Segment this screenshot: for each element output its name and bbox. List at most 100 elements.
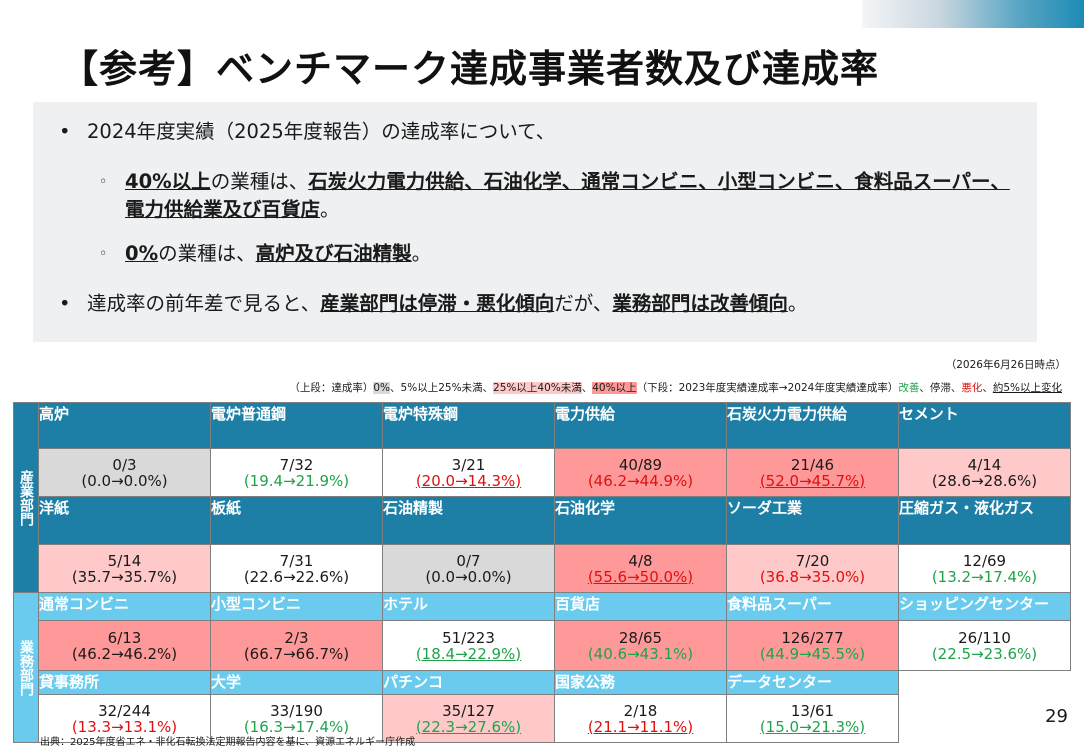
achiever-count: 28/65 (618, 628, 663, 647)
value-row: 32/244 (13.3→13.1%) 33/190 (16.3→17.4%) 35/1… (14, 694, 1071, 743)
category-header: 石油精製 (382, 496, 555, 545)
legend-text: （下段：2023年度実績達成率→2024年度実績達成率） (636, 382, 899, 394)
circle-bullet-icon: ◦ (99, 174, 108, 190)
legend: （上段：達成率）0%、5%以上25%未満、25%以上40%未満、40%以上（下段… (289, 380, 1062, 395)
category-header: 国家公務 (554, 670, 727, 695)
threshold-0: 0% (125, 242, 159, 265)
category-header: データセンター (726, 670, 899, 695)
achiever-count: 6/13 (107, 628, 142, 647)
bullet-1-text: 2024年度実績（2025年度報告）の達成率について、 (87, 120, 556, 143)
page-title: 【参考】ベンチマーク達成事業者数及び達成率 (60, 47, 880, 91)
industry-trend: 産業部門は停滞・悪化傾向 (320, 292, 555, 315)
achiever-count: 35/127 (442, 701, 495, 720)
category-header: 高炉 (38, 402, 211, 449)
text-fragment: 。 (787, 292, 808, 315)
rate-cell: 35/127 (22.3→27.6%) (382, 694, 555, 743)
bullet-1: • 2024年度実績（2025年度報告）の達成率について、 (59, 118, 555, 146)
bullet-2: • 達成率の前年差で見ると、産業部門は停滞・悪化傾向だが、業務部門は改善傾向。 (59, 290, 807, 318)
legend-gray: 0% (373, 382, 391, 394)
sub-bullet-2: ◦ 0%の業種は、高炉及び石油精製。 (99, 240, 1019, 268)
rate-cell: 12/69 (13.2→17.4%) (898, 544, 1071, 593)
rate-change: (13.2→17.4%) (931, 567, 1038, 586)
header-decoration-bar (862, 0, 1084, 28)
threshold-40: 40%以上 (125, 170, 211, 193)
rate-change: (21.1→11.1%) (587, 717, 694, 736)
rate-change: (13.3→13.1%) (71, 717, 178, 736)
category-header: 百貨店 (554, 592, 727, 621)
rate-cell: 6/13 (46.2→46.2%) (38, 620, 211, 671)
category-header: ホテル (382, 592, 555, 621)
rate-change: (44.9→45.5%) (759, 644, 866, 663)
summary-box: • 2024年度実績（2025年度報告）の達成率について、 ◦ 40%以上の業種… (33, 102, 1037, 342)
category-header-row: 洋紙 板紙 石油精製 石油化学 ソーダ工業 圧縮ガス・液化ガス (14, 496, 1071, 545)
rate-change: (35.7→35.7%) (71, 567, 178, 586)
rate-change: (46.2→44.9%) (587, 471, 694, 490)
sub-bullet-1: ◦ 40%以上の業種は、石炭火力電力供給、石油化学、通常コンビニ、小型コンビニ、… (99, 168, 1019, 224)
industries-40-list: 石炭火力電力供給、石油化学、通常コンビニ、小型コンビニ、食料品スーパー、電力供給… (125, 170, 1010, 221)
category-header: 圧縮ガス・液化ガス (898, 496, 1071, 545)
rate-change: (22.6→22.6%) (243, 567, 350, 586)
category-header: 電炉普通鋼 (210, 402, 383, 449)
category-header: 小型コンビニ (210, 592, 383, 621)
category-header (898, 670, 1071, 695)
industries-0-list: 高炉及び石油精製 (255, 242, 412, 265)
category-header: 板紙 (210, 496, 383, 545)
achiever-count: 33/190 (270, 701, 323, 720)
rate-cell: 7/20 (36.8→35.0%) (726, 544, 899, 593)
value-row: 0/3 (0.0→0.0%) 7/32 (19.4→21.9%) 3/21 (20.0→1… (14, 448, 1071, 497)
text-fragment: 達成率の前年差で見ると、 (87, 292, 321, 315)
bullet-2-text: 達成率の前年差で見ると、産業部門は停滞・悪化傾向だが、業務部門は改善傾向。 (87, 290, 807, 318)
legend-pink: 40%以上 (592, 382, 637, 394)
achiever-count: 126/277 (781, 628, 844, 647)
rate-cell: 40/89 (46.2→44.9%) (554, 448, 727, 497)
achiever-count: 0/7 (456, 551, 481, 570)
rate-change: (22.5→23.6%) (931, 644, 1038, 663)
achiever-count: 0/3 (112, 455, 137, 474)
achiever-count: 12/69 (962, 551, 1007, 570)
rate-change: (15.0→21.3%) (759, 717, 866, 736)
legend-improve: 改善 (898, 382, 920, 394)
legend-text: 、 (982, 382, 993, 394)
rate-change: (36.8→35.0%) (759, 567, 866, 586)
legend-text: 、 (581, 382, 593, 394)
rate-change: (18.4→22.9%) (415, 644, 522, 663)
rate-cell: 2/3 (66.7→66.7%) (210, 620, 383, 671)
rate-cell: 4/8 (55.6→50.0%) (554, 544, 727, 593)
legend-change: 約5%以上変化 (992, 382, 1062, 394)
text-fragment: の業種は、 (158, 242, 256, 265)
text-fragment: の業種は、 (210, 170, 309, 193)
category-header: 洋紙 (38, 496, 211, 545)
achiever-count: 4/8 (628, 551, 653, 570)
rate-change: (46.2→46.2%) (71, 644, 178, 663)
achiever-count: 40/89 (618, 455, 663, 474)
rate-cell: 28/65 (40.6→43.1%) (554, 620, 727, 671)
category-header: パチンコ (382, 670, 555, 695)
category-header: ソーダ工業 (726, 496, 899, 545)
rate-change: (40.6→43.1%) (587, 644, 694, 663)
rate-change: (22.3→27.6%) (415, 717, 522, 736)
achiever-count: 51/223 (442, 628, 495, 647)
achiever-count: 2/3 (284, 628, 309, 647)
category-header: 大学 (210, 670, 383, 695)
legend-text: （上段：達成率） (289, 382, 374, 394)
achiever-count: 13/61 (790, 701, 835, 720)
achiever-count: 7/31 (279, 551, 314, 570)
rate-change: (55.6→50.0%) (587, 567, 694, 586)
legend-text: 、5%以上25%未満、 (390, 382, 494, 394)
rate-change: (66.7→66.7%) (243, 644, 350, 663)
text-fragment: 。 (320, 198, 340, 221)
rate-change: (52.0→45.7%) (759, 471, 866, 490)
rate-cell: 51/223 (18.4→22.9%) (382, 620, 555, 671)
category-header: ショッピングセンター (898, 592, 1071, 621)
rate-cell: 126/277 (44.9→45.5%) (726, 620, 899, 671)
category-header-row: 産業部門 高炉 電炉普通鋼 電炉特殊鋼 電力供給 石炭火力電力供給 セメント (13, 402, 1071, 593)
industry-sector-label: 産業部門 (13, 402, 39, 593)
achiever-count: 32/244 (98, 701, 151, 720)
legend-text: 、停滞、 (919, 382, 962, 394)
bullet-dot-icon: • (59, 292, 71, 315)
source-note: 出典：2025年度省エネ・非化石転換法定期報告内容を基に、資源エネルギー庁作成 (40, 737, 416, 748)
value-row: 6/13 (46.2→46.2%) 2/3 (66.7→66.7%) 51/223 (18… (14, 620, 1071, 671)
category-header-row: 業務部門 通常コンビニ 小型コンビニ ホテル 百貨店 食料品スーパー ショッピングセンター (13, 592, 1071, 743)
business-trend: 業務部門は改善傾向 (612, 292, 788, 315)
rate-cell: 7/31 (22.6→22.6%) (210, 544, 383, 593)
